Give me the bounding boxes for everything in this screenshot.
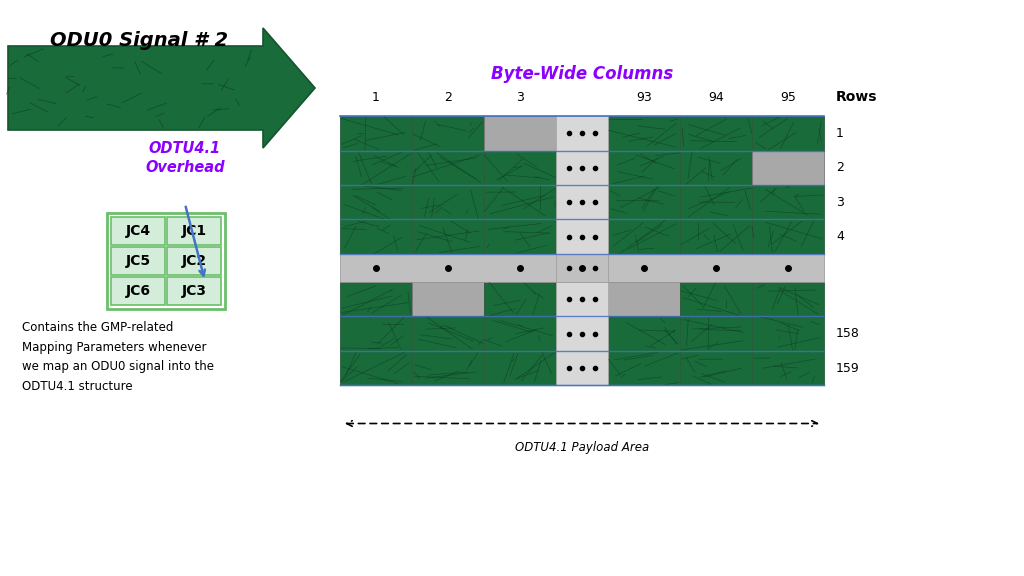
FancyBboxPatch shape xyxy=(680,219,752,254)
Text: 2: 2 xyxy=(444,91,452,104)
FancyBboxPatch shape xyxy=(680,116,752,150)
Text: 95: 95 xyxy=(780,91,796,104)
FancyBboxPatch shape xyxy=(167,247,221,275)
FancyBboxPatch shape xyxy=(556,219,608,254)
FancyBboxPatch shape xyxy=(412,185,484,219)
Text: 3: 3 xyxy=(516,91,524,104)
Text: JC5: JC5 xyxy=(125,254,151,268)
FancyBboxPatch shape xyxy=(680,282,752,316)
Text: 158: 158 xyxy=(836,327,860,340)
FancyBboxPatch shape xyxy=(340,116,412,150)
FancyBboxPatch shape xyxy=(556,282,608,316)
FancyBboxPatch shape xyxy=(556,185,608,219)
Text: JC6: JC6 xyxy=(126,284,151,298)
Text: Rows: Rows xyxy=(836,90,878,104)
FancyBboxPatch shape xyxy=(752,282,824,316)
FancyBboxPatch shape xyxy=(340,150,412,185)
FancyBboxPatch shape xyxy=(484,116,556,150)
FancyBboxPatch shape xyxy=(167,217,221,245)
FancyBboxPatch shape xyxy=(752,351,824,385)
Text: 1: 1 xyxy=(836,127,844,140)
Text: JC4: JC4 xyxy=(125,224,151,238)
Text: Byte-Wide Columns: Byte-Wide Columns xyxy=(490,65,673,83)
FancyBboxPatch shape xyxy=(556,254,608,282)
FancyBboxPatch shape xyxy=(111,247,165,275)
FancyBboxPatch shape xyxy=(340,316,412,351)
FancyBboxPatch shape xyxy=(340,254,824,282)
Text: 3: 3 xyxy=(836,196,844,209)
Text: JC1: JC1 xyxy=(181,224,207,238)
FancyBboxPatch shape xyxy=(167,277,221,305)
Text: ODU0 Signal # 2: ODU0 Signal # 2 xyxy=(50,32,228,51)
FancyBboxPatch shape xyxy=(484,185,556,219)
FancyBboxPatch shape xyxy=(608,351,680,385)
FancyBboxPatch shape xyxy=(608,150,680,185)
FancyBboxPatch shape xyxy=(340,219,412,254)
Text: JC2: JC2 xyxy=(181,254,207,268)
Text: Contains the GMP-related
Mapping Parameters whenever
we map an ODU0 signal into : Contains the GMP-related Mapping Paramet… xyxy=(22,321,214,392)
FancyBboxPatch shape xyxy=(680,316,752,351)
FancyBboxPatch shape xyxy=(608,219,680,254)
Polygon shape xyxy=(8,28,315,148)
FancyBboxPatch shape xyxy=(752,185,824,219)
FancyBboxPatch shape xyxy=(608,282,680,316)
Text: ODTU4.1 Payload Area: ODTU4.1 Payload Area xyxy=(515,441,649,454)
FancyBboxPatch shape xyxy=(608,116,680,150)
FancyBboxPatch shape xyxy=(680,351,752,385)
FancyBboxPatch shape xyxy=(412,351,484,385)
FancyBboxPatch shape xyxy=(412,219,484,254)
FancyBboxPatch shape xyxy=(111,277,165,305)
FancyBboxPatch shape xyxy=(680,150,752,185)
FancyBboxPatch shape xyxy=(484,351,556,385)
FancyBboxPatch shape xyxy=(680,185,752,219)
FancyBboxPatch shape xyxy=(340,185,412,219)
FancyBboxPatch shape xyxy=(556,116,608,150)
FancyBboxPatch shape xyxy=(484,150,556,185)
FancyBboxPatch shape xyxy=(752,150,824,185)
FancyBboxPatch shape xyxy=(412,116,484,150)
FancyBboxPatch shape xyxy=(752,219,824,254)
FancyBboxPatch shape xyxy=(556,316,608,351)
FancyBboxPatch shape xyxy=(340,282,412,316)
Text: 159: 159 xyxy=(836,362,860,375)
Text: ODTU4.1
Overhead: ODTU4.1 Overhead xyxy=(145,141,225,176)
FancyBboxPatch shape xyxy=(608,185,680,219)
FancyBboxPatch shape xyxy=(412,282,484,316)
FancyBboxPatch shape xyxy=(556,351,608,385)
Text: 93: 93 xyxy=(636,91,652,104)
Text: 1: 1 xyxy=(372,91,380,104)
Text: JC3: JC3 xyxy=(181,284,207,298)
FancyBboxPatch shape xyxy=(340,351,412,385)
FancyBboxPatch shape xyxy=(752,316,824,351)
FancyBboxPatch shape xyxy=(412,150,484,185)
Text: 2: 2 xyxy=(836,161,844,175)
Text: 94: 94 xyxy=(709,91,724,104)
FancyBboxPatch shape xyxy=(556,150,608,185)
FancyBboxPatch shape xyxy=(608,316,680,351)
FancyBboxPatch shape xyxy=(412,316,484,351)
FancyBboxPatch shape xyxy=(484,282,556,316)
Text: 4: 4 xyxy=(836,230,844,243)
FancyBboxPatch shape xyxy=(111,217,165,245)
FancyBboxPatch shape xyxy=(752,116,824,150)
FancyBboxPatch shape xyxy=(484,316,556,351)
FancyBboxPatch shape xyxy=(484,219,556,254)
